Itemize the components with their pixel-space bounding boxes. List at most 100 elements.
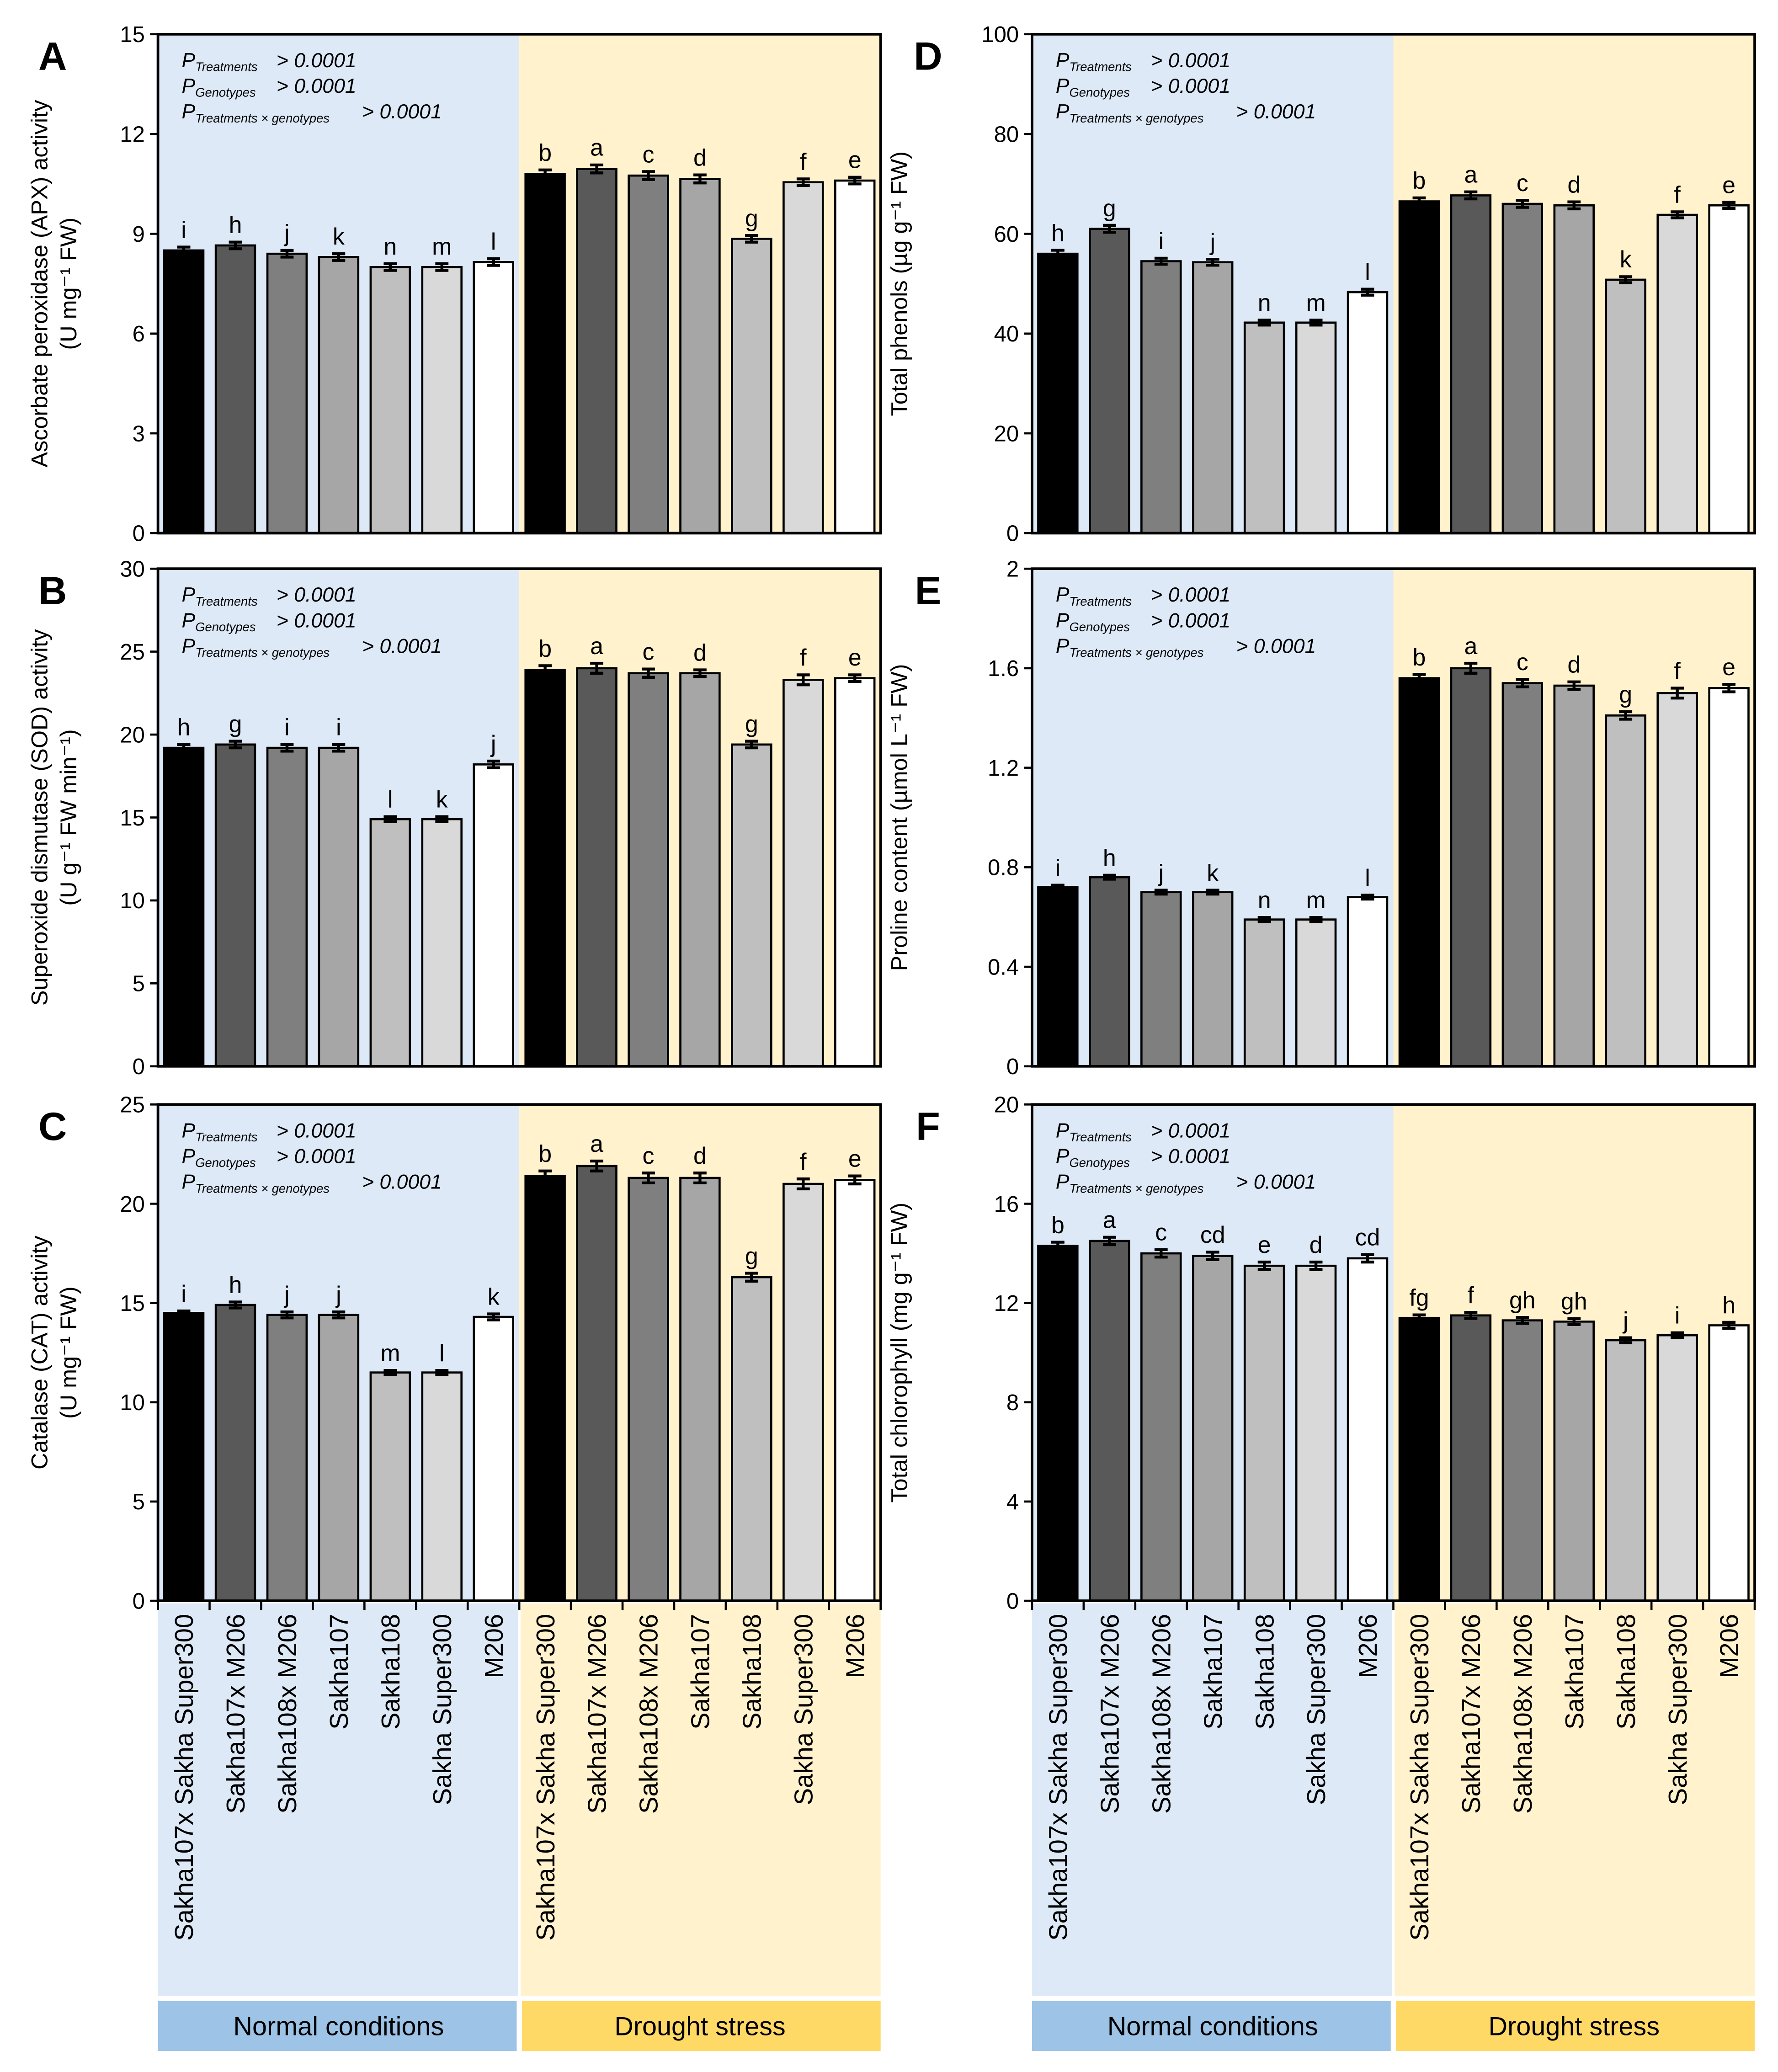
bar: [1089, 228, 1130, 534]
bar: [834, 179, 876, 534]
significance-letter: k: [333, 223, 345, 250]
significance-letter: g: [1103, 195, 1116, 221]
significance-letter: a: [1103, 1207, 1116, 1233]
bar: [783, 181, 824, 534]
bar: [1553, 684, 1595, 1068]
significance-letter: f: [800, 148, 807, 175]
bar: [1295, 321, 1337, 534]
bar: [731, 238, 772, 534]
drought-stress-label: Drought stress: [614, 2012, 785, 2041]
significance-letter: m: [432, 233, 452, 260]
bar: [1295, 918, 1337, 1068]
significance-letter: i: [181, 216, 186, 243]
significance-letter: b: [538, 1140, 552, 1167]
p-value: > 0.0001: [277, 49, 357, 72]
significance-letter: a: [1464, 161, 1477, 188]
bar: [1243, 1264, 1285, 1602]
statistics-line: PTreatments × genotypes: [1056, 1171, 1204, 1196]
significance-letter: c: [643, 639, 655, 665]
x-category-label: Sakha107: [1198, 1614, 1227, 1730]
x-category-label: M206: [841, 1614, 869, 1678]
significance-letter: e: [1722, 172, 1735, 198]
significance-letter: f: [1468, 1282, 1475, 1308]
significance-letter: i: [1055, 854, 1061, 881]
y-tick-label: 4: [1006, 1490, 1019, 1514]
significance-letter: h: [1722, 1292, 1735, 1318]
significance-letter: g: [745, 1242, 758, 1269]
x-label-drought-background: [1395, 1603, 1755, 1996]
bar: [1295, 1264, 1337, 1602]
significance-letter: b: [1051, 1211, 1065, 1238]
significance-letter: g: [229, 710, 242, 737]
bar: [266, 1314, 308, 1602]
bar: [1605, 278, 1646, 534]
x-category-label: Sakha Super300: [1302, 1614, 1331, 1805]
x-category-label: Sakha108: [1612, 1614, 1640, 1730]
y-tick-label: 12: [120, 122, 144, 147]
x-category-label: Sakha107x M206: [583, 1614, 612, 1814]
y-tick-label: 20: [994, 1093, 1019, 1118]
statistics-line: PTreatments: [1056, 1119, 1132, 1144]
y-axis-label: Total phenols (µg g⁻¹ FW): [886, 151, 912, 416]
p-value: > 0.0001: [277, 1119, 357, 1142]
significance-letter: b: [1413, 644, 1426, 670]
y-tick-label: 20: [120, 723, 144, 747]
p-value: > 0.0001: [277, 1145, 357, 1167]
panel-label: A: [38, 35, 67, 79]
significance-letter: fg: [1409, 1284, 1429, 1311]
plot-frame: [1031, 33, 1756, 535]
y-tick-label: 30: [120, 557, 144, 581]
bar: [1501, 202, 1544, 534]
bar: [318, 746, 360, 1068]
significance-letter: c: [1155, 1219, 1167, 1246]
significance-letter: d: [1567, 171, 1581, 197]
p-value: > 0.0001: [1150, 1119, 1230, 1142]
significance-letter: i: [336, 714, 341, 740]
statistics-line: PTreatments: [1056, 49, 1132, 74]
statistics-line: PTreatments × genotypes: [181, 635, 330, 660]
bar: [318, 1314, 360, 1602]
significance-letter: l: [1365, 258, 1370, 285]
x-category-label: Sakha107x M206: [1457, 1614, 1485, 1814]
bar: [1501, 682, 1544, 1068]
bar: [576, 168, 618, 534]
bar: [1037, 886, 1079, 1068]
bar: [1192, 1255, 1234, 1602]
statistics-line: PGenotypes: [1056, 75, 1130, 100]
bar: [1656, 692, 1698, 1068]
x-category-label: M206: [1353, 1614, 1382, 1678]
significance-letter: a: [1464, 633, 1477, 659]
p-value: > 0.0001: [1150, 609, 1230, 632]
significance-letter: l: [1365, 864, 1370, 891]
bar: [1192, 261, 1234, 534]
bar: [369, 1371, 411, 1602]
bar: [1243, 918, 1285, 1068]
bar: [1398, 200, 1440, 534]
p-value: > 0.0001: [277, 584, 357, 606]
normal-conditions-band: [1032, 2001, 1391, 2051]
statistics-line: PTreatments: [181, 49, 257, 74]
significance-letter: d: [693, 1142, 707, 1169]
p-value: > 0.0001: [277, 609, 357, 632]
significance-letter: f: [800, 644, 807, 671]
bar: [473, 763, 514, 1068]
bar: [369, 266, 411, 534]
panel-label: D: [914, 35, 942, 79]
p-value: > 0.0001: [362, 1171, 442, 1193]
x-category-label: Sakha Super300: [1663, 1614, 1692, 1805]
bar: [1656, 213, 1698, 534]
x-category-label: Sakha108x M206: [273, 1614, 302, 1814]
significance-letter: gh: [1509, 1287, 1536, 1313]
bar: [1708, 687, 1750, 1068]
significance-letter: e: [848, 644, 862, 671]
bar: [1347, 291, 1389, 534]
p-value: > 0.0001: [362, 101, 442, 123]
significance-letter: h: [1103, 845, 1116, 871]
significance-letter: j: [283, 220, 290, 246]
significance-letter: l: [388, 786, 393, 813]
significance-letter: i: [1159, 228, 1164, 254]
x-category-label: Sakha108: [376, 1614, 405, 1730]
x-category-label: Sakha107x Sakha Super300: [1044, 1614, 1073, 1941]
significance-letter: g: [1619, 681, 1632, 708]
